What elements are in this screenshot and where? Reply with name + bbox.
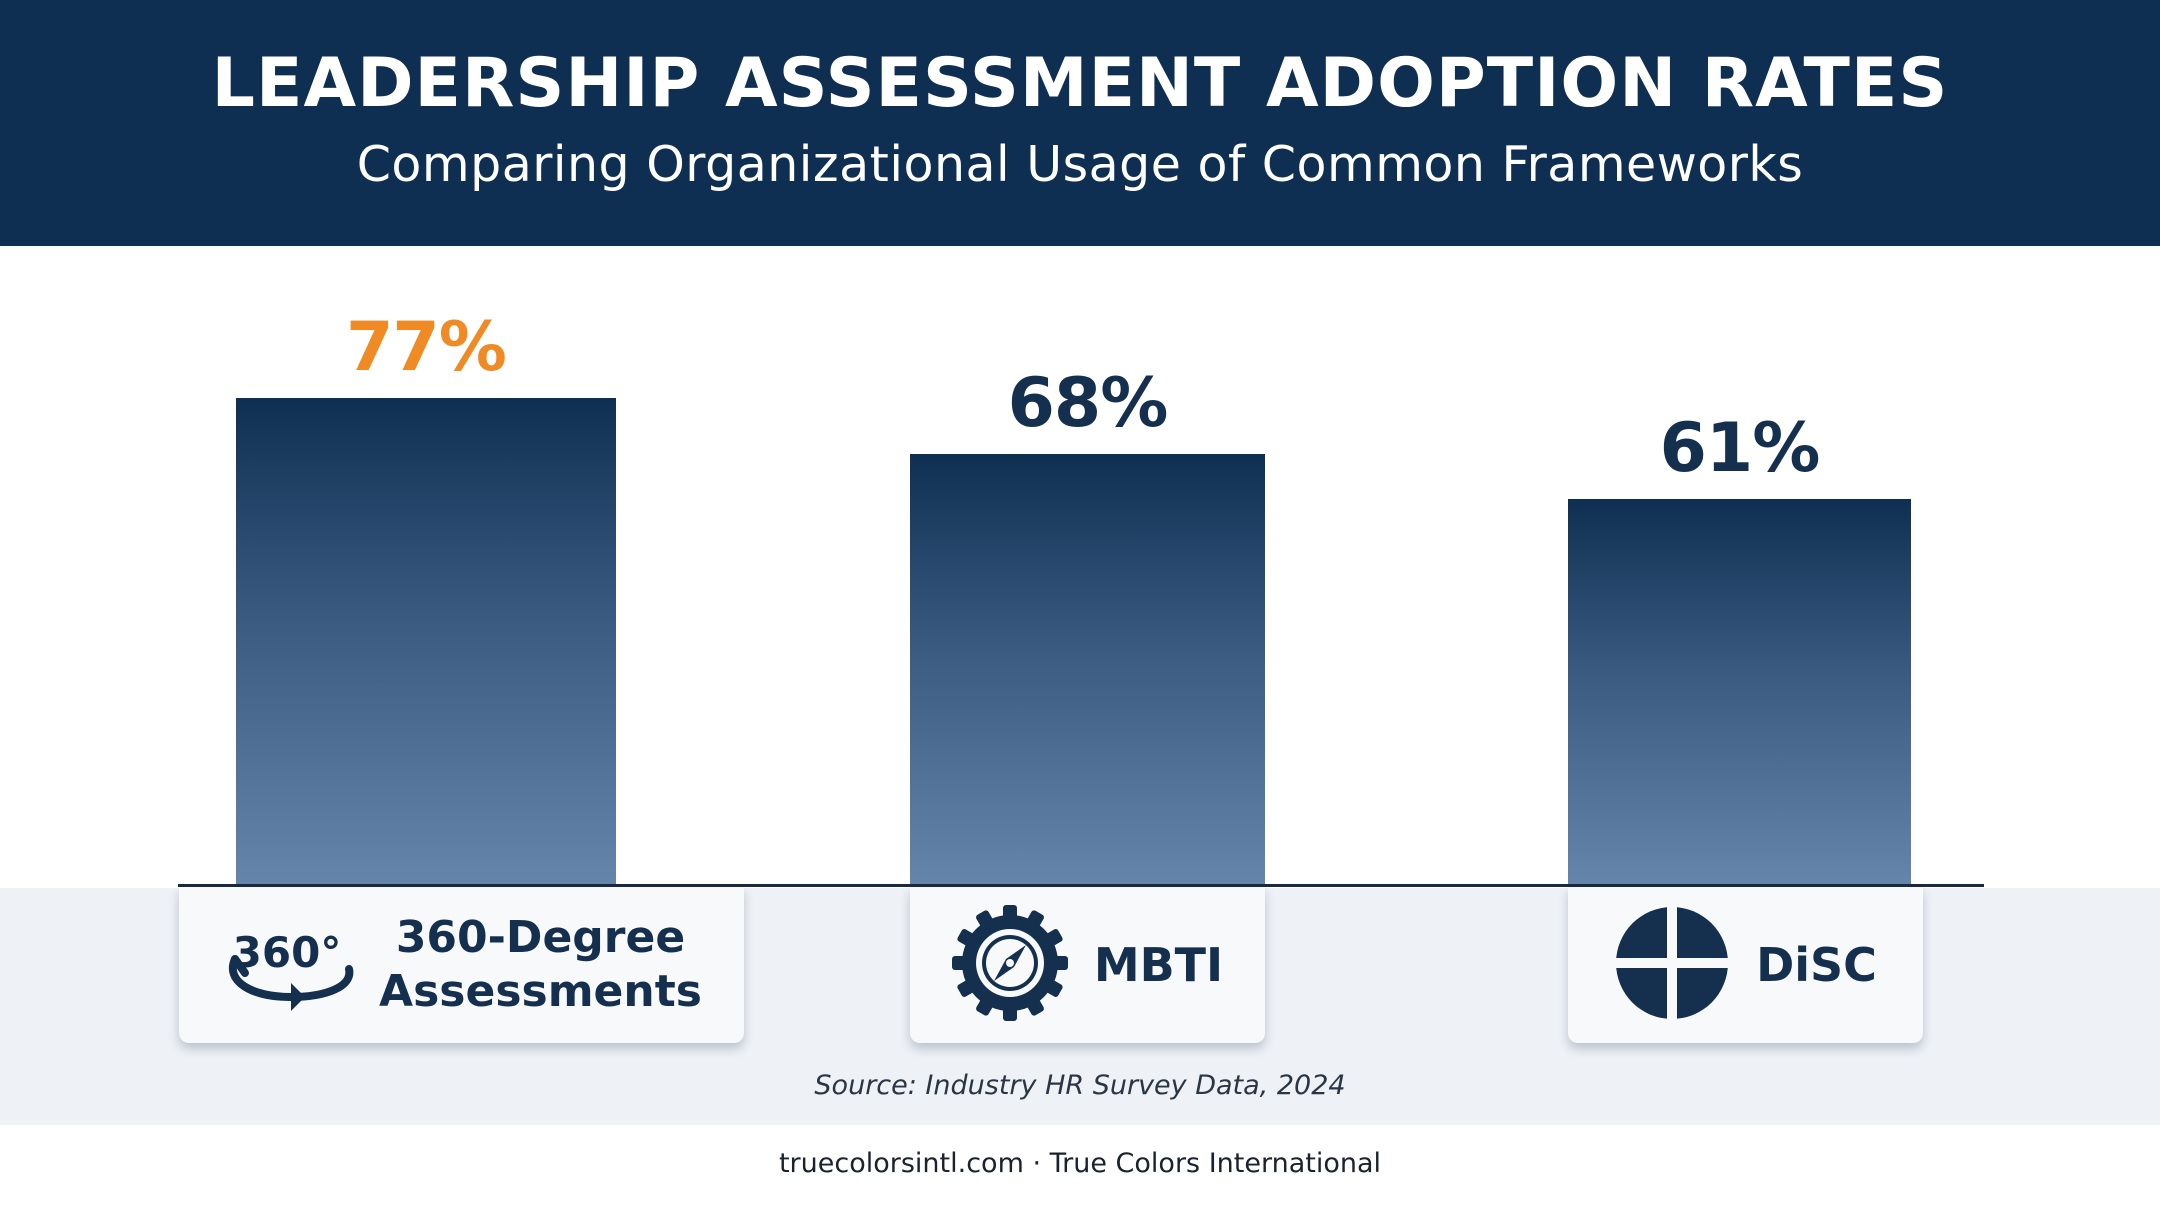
bar-value-label-3: 61% [1659,408,1821,488]
bar-value-label-2: 68% [1007,364,1169,444]
chart-subtitle: Comparing Organizational Usage of Common… [356,136,1804,193]
category-label-disc: DiSC [1756,938,1877,992]
category-card-360: 360° 360-Degree Assessments [179,887,744,1043]
category-card-disc: DiSC [1568,887,1923,1043]
footer-credit: truecolorsintl.com · True Colors Interna… [778,1148,1382,1179]
bar-2 [910,454,1265,884]
x-axis-baseline [178,884,1984,887]
bar-1 [236,397,616,884]
disc-quadrant-icon [1614,905,1731,1025]
icon-360-text: 360° [233,928,342,977]
category-label-360: 360-Degree Assessments [379,911,702,1019]
category-label-mbti: MBTI [1093,938,1224,992]
category-card-mbti: MBTI [910,887,1265,1043]
chart-title: LEADERSHIP ASSESSMENT ADOPTION RATES [211,44,1949,123]
header-banner: LEADERSHIP ASSESSMENT ADOPTION RATES Com… [0,0,2160,246]
bar-3 [1568,498,1911,884]
360-rotate-icon: 360° [221,903,361,1027]
category-label-360-line2: Assessments [379,966,702,1017]
bar-value-label-1: 77% [346,307,507,387]
category-label-360-line1: 360-Degree [395,912,686,963]
source-note: Source: Industry HR Survey Data, 2024 [814,1070,1346,1101]
compass-icon [951,905,1068,1025]
